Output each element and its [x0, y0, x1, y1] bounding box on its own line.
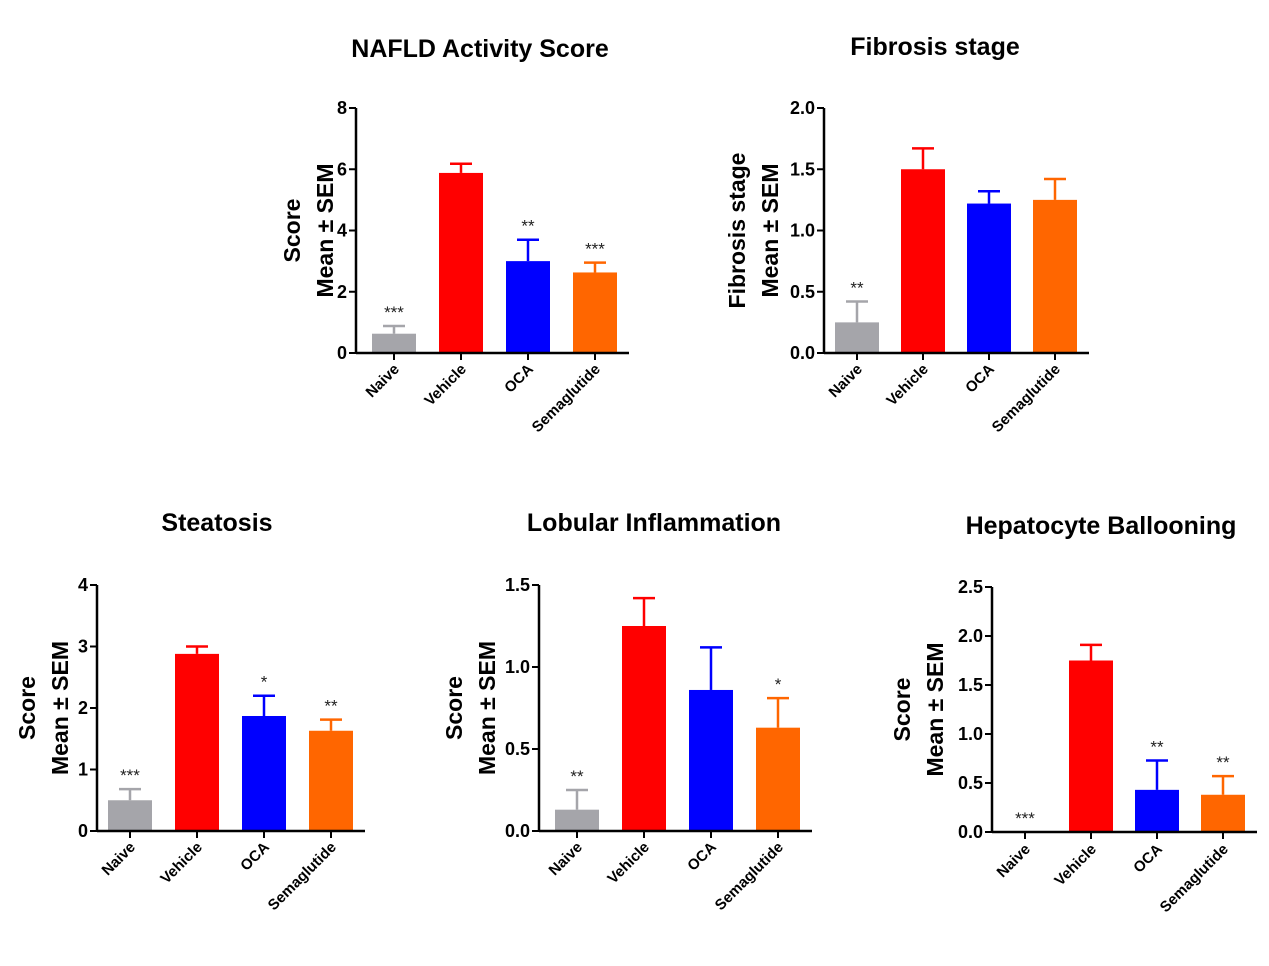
y-axis-label-sub: Mean ± SEM	[312, 163, 338, 297]
y-tick-label: 0.5	[958, 773, 983, 793]
y-axis-label-sub: Mean ± SEM	[757, 163, 783, 297]
y-tick-label: 0.5	[790, 282, 815, 302]
bar-naive	[555, 809, 599, 831]
significance-marker: ***	[585, 240, 605, 259]
y-tick-label: 1	[78, 760, 88, 780]
y-axis-label-sub: Mean ± SEM	[47, 641, 73, 775]
bar-vehicle	[175, 653, 219, 831]
x-tick-label: Semaglutide	[1157, 841, 1232, 916]
x-tick-label: Semaglutide	[712, 839, 787, 914]
chart-panel-nafld-activity-score: NAFLD Activity Score Score Mean ± SEM *** Na…	[279, 35, 629, 436]
significance-marker: *	[775, 675, 782, 694]
x-tick-label: Vehicle	[604, 839, 653, 888]
significance-marker: *	[261, 673, 268, 692]
y-tick-label: 1.5	[958, 675, 983, 695]
bar-oca	[1135, 789, 1179, 832]
chart-title: Hepatocyte Ballooning	[966, 512, 1237, 540]
bar-oca	[242, 715, 286, 831]
chart-panel-lobular-inflammation: Lobular Inflammation Score Mean ± SEM ** Nai…	[441, 509, 812, 914]
bar-oca	[967, 203, 1011, 353]
y-axis-label: Score	[279, 199, 305, 263]
x-tick-label: Vehicle	[157, 839, 206, 888]
x-tick-label: Naive	[546, 839, 586, 879]
bar-naive	[835, 322, 879, 353]
bar-semaglutide	[1033, 199, 1077, 353]
x-tick-label: Naive	[826, 361, 866, 401]
bar-oca	[689, 689, 733, 831]
y-tick-label: 1.5	[505, 575, 530, 595]
x-tick-label: Semaglutide	[989, 361, 1064, 436]
y-tick-label: 2	[78, 698, 88, 718]
y-tick-label: 0.0	[505, 821, 530, 841]
significance-marker: **	[1150, 737, 1164, 756]
y-tick-label: 8	[337, 98, 347, 118]
chart-title: Fibrosis stage	[850, 33, 1020, 61]
y-axis-label-sub: Mean ± SEM	[922, 642, 948, 776]
y-tick-label: 4	[78, 575, 88, 595]
x-tick-label: Semaglutide	[265, 839, 340, 914]
x-tick-label: OCA	[237, 839, 273, 875]
significance-marker: **	[1216, 753, 1230, 772]
bar-naive	[372, 333, 416, 353]
x-tick-label: Vehicle	[883, 361, 932, 410]
bar-vehicle	[1069, 660, 1113, 832]
bar-vehicle	[622, 626, 666, 831]
chart-panel-hepatocyte-ballooning: Hepatocyte Ballooning Score Mean ± SEM *** N…	[889, 512, 1257, 916]
bar-semaglutide	[309, 730, 353, 831]
significance-marker: **	[570, 767, 584, 786]
x-tick-label: OCA	[684, 839, 720, 875]
x-tick-label: Naive	[363, 361, 403, 401]
significance-marker: **	[324, 697, 338, 716]
significance-marker: ***	[384, 303, 404, 322]
y-tick-label: 2.0	[790, 98, 815, 118]
y-tick-label: 1.0	[790, 221, 815, 241]
x-tick-label: OCA	[501, 361, 537, 397]
y-axis-label: Score	[441, 676, 467, 740]
x-tick-label: Vehicle	[1051, 841, 1100, 890]
x-tick-label: Semaglutide	[529, 361, 604, 436]
bar-oca	[506, 261, 550, 353]
y-tick-label: 3	[78, 637, 88, 657]
y-tick-label: 2.0	[958, 626, 983, 646]
chart-title: Steatosis	[161, 509, 272, 537]
x-tick-label: Naive	[994, 841, 1034, 881]
y-tick-label: 1.0	[958, 724, 983, 744]
y-tick-label: 0	[78, 821, 88, 841]
bar-semaglutide	[756, 727, 800, 831]
x-tick-label: OCA	[962, 361, 998, 397]
chart-panel-fibrosis-stage: Fibrosis stage Fibrosis stage Mean ± SEM **…	[724, 33, 1089, 436]
x-tick-label: Vehicle	[421, 361, 470, 410]
y-tick-label: 2.5	[958, 577, 983, 597]
y-tick-label: 6	[337, 159, 347, 179]
bar-vehicle	[439, 172, 483, 353]
chart-title: Lobular Inflammation	[527, 509, 781, 537]
x-tick-label: OCA	[1130, 841, 1166, 877]
y-tick-label: 0.5	[505, 739, 530, 759]
bar-semaglutide	[1201, 794, 1245, 832]
y-tick-label: 1.0	[505, 657, 530, 677]
y-axis-label-sub: Mean ± SEM	[474, 641, 500, 775]
y-axis-label: Score	[14, 676, 40, 740]
significance-marker: ***	[120, 766, 140, 785]
chart-title: NAFLD Activity Score	[351, 35, 609, 63]
significance-marker: **	[521, 217, 535, 236]
bar-naive	[108, 800, 152, 831]
y-tick-label: 1.5	[790, 159, 815, 179]
y-tick-label: 4	[337, 221, 347, 241]
y-tick-label: 2	[337, 282, 347, 302]
y-axis-label: Score	[889, 678, 915, 742]
bar-vehicle	[901, 169, 945, 353]
y-tick-label: 0.0	[958, 822, 983, 842]
y-tick-label: 0	[337, 343, 347, 363]
bar-semaglutide	[573, 272, 617, 353]
y-tick-label: 0.0	[790, 343, 815, 363]
significance-marker: **	[850, 279, 864, 298]
significance-marker: ***	[1015, 809, 1035, 828]
y-axis-label: Fibrosis stage	[724, 153, 750, 309]
x-tick-label: Naive	[99, 839, 139, 879]
